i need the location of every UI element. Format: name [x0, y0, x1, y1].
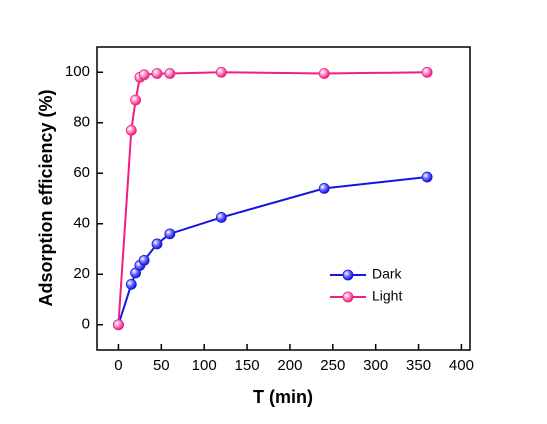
y-tick-label: 100: [65, 63, 90, 80]
data-point: [215, 212, 227, 223]
data-point: [151, 238, 163, 250]
legend-marker: [342, 269, 354, 281]
data-point: [125, 124, 137, 136]
x-tick-label: 200: [277, 357, 302, 374]
series-line: [117, 176, 428, 326]
data-point: [421, 171, 433, 183]
x-tick-label: 400: [449, 357, 474, 374]
x-tick-label: 350: [406, 357, 431, 374]
data-point: [421, 66, 433, 78]
y-tick-label: 0: [82, 316, 90, 333]
y-tick-label: 20: [73, 265, 90, 282]
legend-marker: [342, 291, 354, 303]
y-tick-label: 40: [73, 215, 90, 232]
data-point: [125, 278, 137, 290]
data-point: [215, 66, 227, 78]
plot-frame: [96, 46, 471, 351]
x-tick-label: 50: [153, 357, 170, 374]
data-point: [318, 68, 330, 79]
legend-label: Dark: [372, 266, 403, 282]
data-point: [130, 94, 141, 106]
x-tick-label: 0: [114, 357, 122, 374]
y-tick-label: 80: [73, 114, 90, 131]
data-point: [113, 319, 124, 331]
legend-label: Light: [372, 288, 402, 304]
x-tick-label: 250: [320, 357, 345, 374]
series-line: [117, 71, 428, 325]
y-axis-title: Adsorption efficiency (%): [36, 89, 56, 306]
x-axis-title: T (min): [253, 387, 313, 407]
x-tick-label: 150: [235, 357, 260, 374]
data-point: [138, 69, 150, 81]
data-point: [151, 68, 163, 79]
data-point: [164, 228, 176, 240]
x-tick-label: 300: [363, 357, 388, 374]
data-point: [318, 182, 330, 194]
y-tick-label: 60: [73, 164, 90, 181]
data-point: [164, 68, 176, 79]
x-tick-label: 100: [192, 357, 217, 374]
data-point: [138, 254, 150, 266]
